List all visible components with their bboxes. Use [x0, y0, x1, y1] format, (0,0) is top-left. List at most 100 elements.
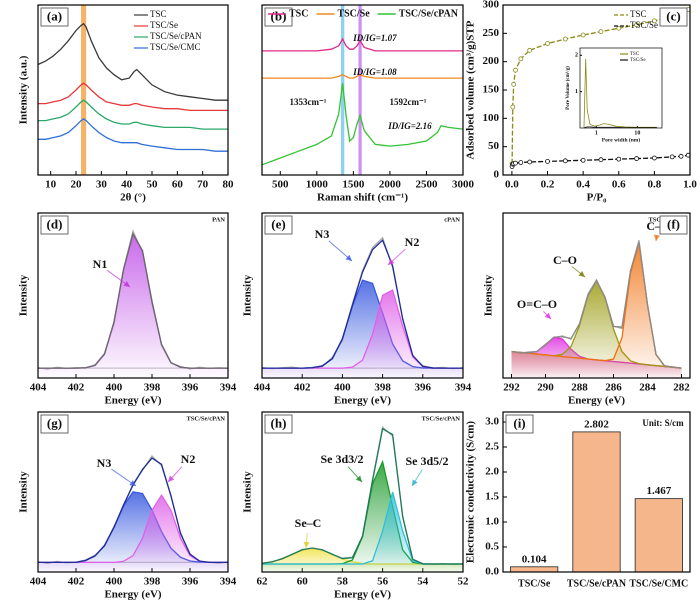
panel-letter-box: [659, 7, 688, 27]
x-tick-label: 80: [223, 179, 235, 191]
point: [634, 156, 639, 161]
x-tick-label: 282: [673, 382, 690, 394]
point: [651, 18, 657, 24]
x-tick-label: 1.0: [683, 179, 697, 191]
x-tick-label: TSC/Se/cPAN: [567, 578, 627, 589]
x-tick-label: 400: [334, 382, 351, 394]
legend-label: TSC: [630, 52, 640, 57]
annotation: N3: [97, 456, 112, 470]
panel-letter: (f): [667, 216, 680, 231]
peak-area: [38, 495, 228, 572]
note: TSC/Se/cPAN: [186, 415, 225, 422]
x-tick-label: 292: [503, 382, 520, 394]
bar: [634, 498, 683, 573]
panel-letter: (c): [666, 8, 680, 23]
x-tick-label: TSC/Se/CMC: [629, 578, 688, 589]
panel-letter: (i): [513, 415, 525, 430]
y-tick-label: 2.0: [485, 466, 499, 478]
x-axis-label: Energy (eV): [104, 589, 161, 601]
panel-letter-box: [40, 215, 69, 235]
x-tick-label: 0.8: [648, 179, 662, 191]
point: [562, 36, 568, 42]
panel-letter-box: [264, 215, 293, 235]
panel-letter-box: [40, 7, 69, 27]
point: [527, 159, 533, 165]
annotation: Se 3d5/2: [405, 454, 448, 468]
x-tick-label: 30: [96, 179, 108, 191]
x-axis-label: Energy (eV): [568, 395, 625, 407]
y-axis-label: Intensity (a.u.): [18, 55, 30, 124]
x-tick-label: 3000: [452, 179, 475, 191]
x-tick-label: 286: [605, 382, 622, 394]
highlight-band: [340, 5, 345, 175]
y-tick-label: 200: [483, 55, 500, 67]
x-tick-label: 396: [182, 382, 199, 394]
series-line: [38, 99, 228, 130]
value-label: 0.104: [522, 553, 547, 565]
series-line: [511, 242, 682, 369]
annotation: O=C–O: [517, 297, 557, 311]
y-tick-label: 250: [483, 27, 500, 39]
legend-label: TSC/Se: [630, 20, 658, 30]
x-tick-label: 288: [571, 382, 588, 394]
peak-area: [511, 242, 682, 378]
x-tick-label: 60: [172, 179, 184, 191]
point: [527, 47, 533, 53]
point: [545, 41, 550, 46]
arrow-head: [123, 281, 130, 287]
y-axis-label: Intensity: [483, 274, 495, 316]
series-line: [261, 427, 463, 565]
x-tick-label: 284: [639, 382, 656, 394]
arrow-head: [345, 254, 352, 261]
note: TSC/Se/cPAN: [421, 415, 460, 422]
value-label: 2.802: [584, 418, 609, 430]
point: [545, 158, 550, 164]
series-line: [38, 232, 228, 369]
panel-letter-box: [659, 215, 688, 235]
panel-letter-box: [264, 7, 293, 27]
annotation: ID/IG=1.07: [352, 33, 397, 43]
point: [580, 32, 586, 38]
arrow-head: [412, 479, 418, 486]
note: cPAN: [444, 216, 460, 223]
arrow-head: [355, 475, 362, 482]
point: [513, 160, 518, 166]
bar: [510, 566, 559, 573]
panel: 1 10 1 2 Pore width (nm) Pore Volume (cm³/g) T…: [565, 47, 663, 143]
peak-area: [511, 280, 682, 378]
annotation: C–O: [553, 253, 577, 267]
panel: 292 290 288 286 284 282 Energy (eV) Intensity C–…: [483, 212, 691, 407]
point: [518, 56, 524, 62]
series-line: [583, 126, 657, 129]
point: [510, 104, 516, 110]
x-axis-label: Pore width (nm): [602, 136, 641, 143]
axes-frame: [37, 212, 229, 379]
highlight-band: [81, 5, 87, 175]
legend-label: TSC/Se: [630, 58, 646, 63]
legend-label: TSC: [150, 9, 167, 19]
series-line: [262, 73, 463, 79]
point: [598, 29, 604, 35]
series-line: [262, 239, 463, 369]
x-tick-label: 50: [147, 179, 159, 191]
series-line: [38, 118, 228, 152]
axes-frame: [261, 212, 464, 379]
x-tick-label: 394: [220, 382, 237, 394]
x-tick-label: 54: [417, 576, 429, 588]
panel-letter: (h): [271, 415, 287, 430]
legend-label: TSC/Se/cPAN: [150, 31, 202, 41]
y-tick-label: 50: [488, 140, 500, 152]
point: [598, 157, 604, 163]
panel: 404 402 400 398 396 394 Energy (eV) Intensity N3…: [18, 411, 237, 601]
x-tick-label: 396: [182, 576, 199, 588]
highlight-band: [358, 5, 362, 175]
y-tick-label: 0.0: [485, 566, 499, 578]
x-axis-label: Raman shift (cm⁻¹): [317, 192, 408, 204]
x-tick-label: TSC/Se: [518, 578, 551, 589]
x-tick-label: 398: [144, 382, 161, 394]
y-axis-label: Intensity: [18, 471, 30, 513]
x-tick-label: 56: [377, 576, 389, 588]
panel: 10 20 30 40 50 60 70 80 2θ (°) Intensity (a.u.) (a…: [18, 4, 235, 204]
x-tick-label: 70: [197, 179, 209, 191]
y-tick-label: 3.0: [485, 416, 499, 428]
